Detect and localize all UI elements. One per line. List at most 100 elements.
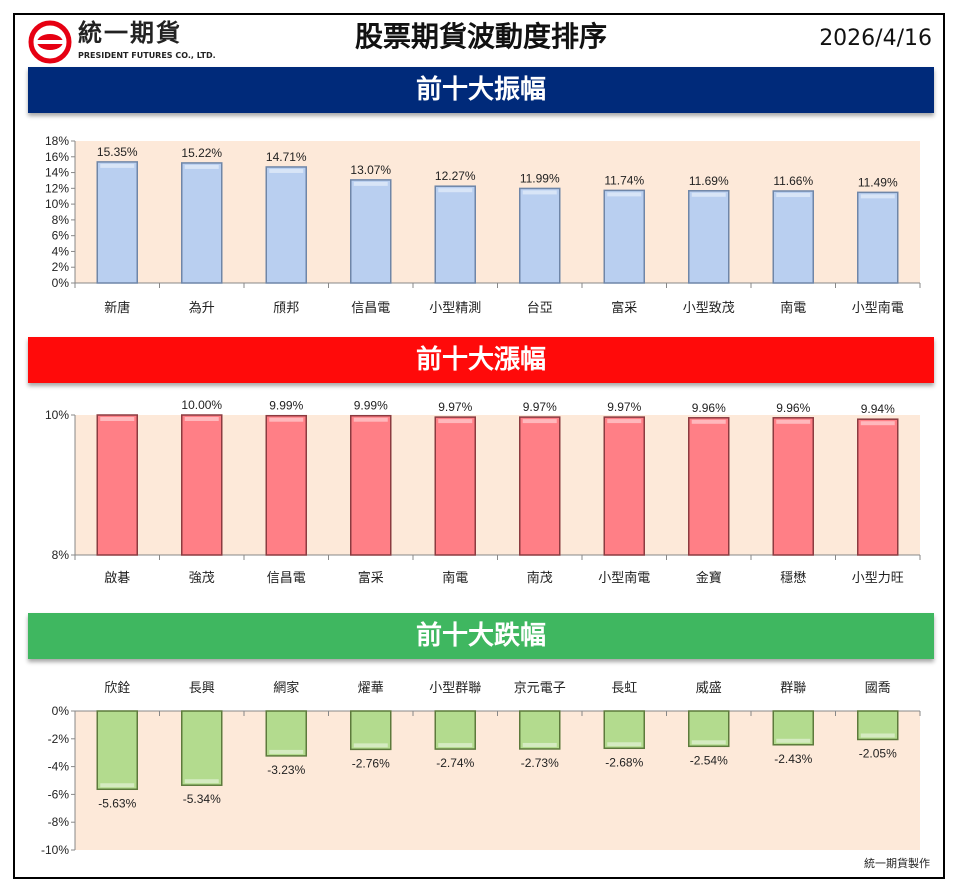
bar-highlight	[184, 779, 219, 784]
bar	[603, 710, 645, 750]
bar-highlight	[776, 738, 811, 743]
bar	[519, 710, 561, 750]
banner-amplitude: 前十大振幅	[28, 67, 934, 113]
data-label: -2.68%	[605, 755, 643, 769]
bar	[96, 414, 138, 556]
data-label: 9.96%	[692, 401, 726, 415]
banner-losers: 前十大跌幅	[28, 613, 934, 659]
bar	[434, 710, 476, 750]
bar-highlight	[691, 419, 726, 424]
bar	[265, 414, 307, 556]
bar-highlight	[269, 749, 304, 754]
bar	[772, 190, 814, 284]
y-tick-label: -10%	[41, 843, 69, 857]
category-label: 欣銓	[104, 680, 130, 695]
data-label: -2.43%	[774, 752, 812, 766]
bar	[181, 414, 223, 556]
bar-highlight	[776, 193, 811, 198]
logo-subtitle: PRESIDENT FUTURES CO., LTD.	[78, 51, 216, 60]
data-label: 13.07%	[350, 163, 391, 177]
y-tick-label: 0%	[52, 276, 70, 290]
y-tick-label: 2%	[52, 260, 70, 274]
data-label: 9.94%	[861, 402, 895, 416]
data-label: 9.97%	[607, 400, 641, 414]
bar-highlight	[607, 742, 642, 747]
data-label: 11.66%	[773, 174, 813, 188]
bar	[265, 710, 307, 757]
bar-highlight	[522, 190, 557, 195]
bar	[181, 710, 223, 786]
category-label: 南電	[780, 300, 806, 315]
y-tick-label: 0%	[52, 704, 70, 718]
y-tick-label: 8%	[52, 213, 70, 227]
y-tick-label: 6%	[52, 229, 70, 243]
category-label: 信昌電	[267, 570, 306, 585]
bar	[688, 417, 730, 556]
data-label: 12.27%	[435, 169, 476, 183]
bar-highlight	[522, 742, 557, 747]
footer-credit: 統一期貨製作	[864, 857, 930, 870]
y-tick-label: 10%	[45, 197, 69, 211]
bar	[350, 179, 392, 284]
category-label: 小型精測	[429, 300, 481, 315]
frame	[13, 13, 945, 879]
bar-highlight	[100, 417, 135, 421]
bar	[688, 190, 730, 284]
category-label: 金寶	[696, 570, 722, 585]
bar	[181, 162, 223, 284]
category-label: 燿華	[358, 680, 384, 695]
logo-mark-icon	[28, 20, 72, 64]
category-label: 國喬	[865, 680, 891, 695]
data-label: 9.99%	[354, 399, 388, 413]
category-label: 威盛	[696, 680, 722, 695]
bar	[857, 191, 899, 284]
bar-highlight	[438, 743, 473, 748]
category-label: 富采	[611, 300, 637, 315]
category-label: 為升	[189, 300, 215, 315]
bar	[688, 710, 730, 748]
bar	[857, 418, 899, 556]
y-tick-label: -4%	[48, 760, 70, 774]
bar	[603, 189, 645, 284]
bar	[603, 416, 645, 556]
bar-highlight	[860, 733, 895, 738]
bar	[96, 161, 138, 284]
category-label: 南茂	[527, 570, 553, 585]
bar-highlight	[438, 419, 473, 424]
bar-highlight	[184, 164, 219, 169]
y-tick-label: 4%	[52, 244, 70, 258]
category-label: 群聯	[780, 680, 806, 695]
category-label: 小型力旺	[852, 570, 904, 585]
bar-highlight	[100, 783, 135, 788]
data-label: 10.00%	[181, 398, 222, 412]
bar	[350, 710, 392, 751]
bar-highlight	[691, 192, 726, 197]
data-label: 11.74%	[604, 173, 644, 187]
report-date: 2026/4/16	[819, 26, 932, 51]
bar	[772, 417, 814, 556]
category-label: 網家	[273, 680, 299, 695]
bar	[772, 710, 814, 746]
logo: 統一期貨 PRESIDENT FUTURES CO., LTD.	[28, 20, 238, 64]
category-label: 長興	[189, 680, 215, 695]
y-tick-label: 14%	[45, 166, 69, 180]
data-label: 15.35%	[97, 145, 138, 159]
bar-highlight	[607, 419, 642, 424]
bar-highlight	[353, 743, 388, 748]
data-label: 11.49%	[858, 175, 898, 189]
category-label: 富采	[358, 570, 384, 585]
data-label: -2.05%	[859, 746, 897, 760]
category-label: 京元電子	[514, 680, 566, 695]
data-label: -2.74%	[436, 756, 474, 770]
category-label: 南電	[442, 570, 468, 585]
y-tick-label: 16%	[45, 150, 69, 164]
data-label: -2.54%	[690, 753, 728, 767]
bar-highlight	[269, 417, 304, 422]
bar-highlight	[353, 181, 388, 186]
y-tick-label: 18%	[45, 134, 69, 148]
category-label: 小型群聯	[429, 680, 481, 695]
bar-highlight	[691, 740, 726, 745]
y-tick-label: 10%	[45, 408, 69, 422]
data-label: 9.97%	[523, 400, 557, 414]
